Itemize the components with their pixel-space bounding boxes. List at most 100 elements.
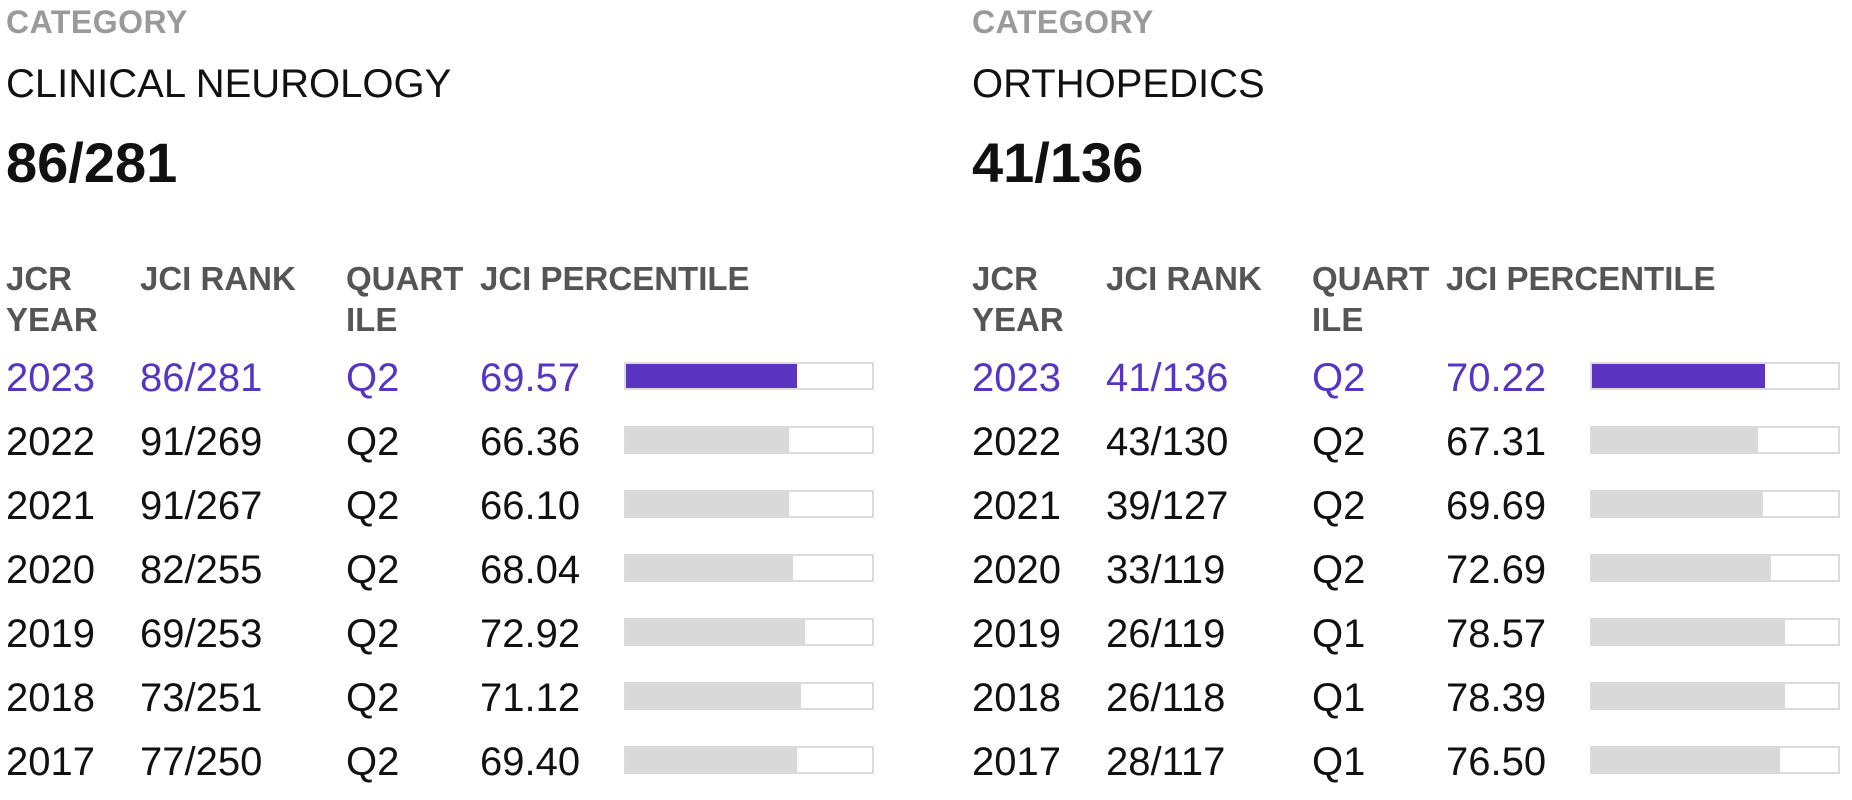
percentile-cell: 66.10: [480, 484, 581, 528]
year-cell: 2017: [6, 740, 95, 784]
table-row: 2020 33/119 Q2 72.69: [972, 544, 1852, 608]
category-rank: 86/281: [6, 131, 178, 194]
percentile-bar: [1590, 682, 1840, 710]
table-row: 2019 26/119 Q1 78.57: [972, 608, 1852, 672]
rank-cell: 86/281: [140, 356, 263, 400]
percentile-bar: [1590, 490, 1840, 518]
percentile-bar-fill: [1592, 364, 1765, 388]
rank-cell: 41/136: [1106, 356, 1229, 400]
rank-cell: 43/130: [1106, 420, 1229, 464]
quartile-cell: Q2: [1312, 420, 1366, 464]
percentile-bar-fill: [1592, 748, 1781, 772]
table-row: 2022 43/130 Q2 67.31: [972, 416, 1852, 480]
rank-table: 2023 41/136 Q2 70.22 2022 43/130 Q2 67.31 2021 39…: [972, 352, 1852, 800]
percentile-bar: [624, 554, 874, 582]
percentile-cell: 67.31: [1446, 420, 1547, 464]
quartile-cell: Q2: [346, 740, 400, 784]
year-cell: 2020: [6, 548, 95, 592]
header-quartile: QUART ILE: [1312, 260, 1430, 338]
rank-cell: 26/119: [1106, 612, 1226, 656]
year-cell: 2017: [972, 740, 1061, 784]
table-row: 2018 26/118 Q1 78.39: [972, 672, 1852, 736]
category-name: ORTHOPEDICS: [972, 62, 1265, 106]
header-jci-percentile: JCI PERCENTILE: [480, 260, 750, 297]
header-jcr-year: JCR YEAR: [6, 260, 98, 338]
quartile-cell: Q2: [346, 676, 400, 720]
percentile-cell: 76.50: [1446, 740, 1547, 784]
header-jci-rank: JCI RANK: [140, 260, 296, 297]
header-jci-percentile: JCI PERCENTILE: [1446, 260, 1716, 297]
quartile-cell: Q2: [1312, 484, 1366, 528]
category-name: CLINICAL NEUROLOGY: [6, 62, 452, 106]
year-cell: 2022: [6, 420, 95, 464]
percentile-bar-fill: [1592, 428, 1758, 452]
year-cell: 2023: [6, 356, 95, 400]
quartile-cell: Q1: [1312, 740, 1366, 784]
year-cell: 2019: [972, 612, 1061, 656]
percentile-bar-fill: [626, 364, 798, 388]
percentile-bar-fill: [1592, 492, 1764, 516]
percentile-bar: [1590, 618, 1840, 646]
percentile-cell: 78.57: [1446, 612, 1547, 656]
header-quartile: QUART ILE: [346, 260, 464, 338]
percentile-bar-fill: [626, 492, 789, 516]
quartile-cell: Q2: [346, 420, 400, 464]
percentile-bar: [624, 746, 874, 774]
percentile-cell: 78.39: [1446, 676, 1547, 720]
rank-cell: 91/269: [140, 420, 263, 464]
quartile-cell: Q2: [346, 484, 400, 528]
quartile-cell: Q1: [1312, 612, 1366, 656]
percentile-bar-fill: [1592, 684, 1785, 708]
percentile-bar: [624, 618, 874, 646]
rank-cell: 91/267: [140, 484, 263, 528]
percentile-bar-fill: [1592, 620, 1786, 644]
table-row: 2023 41/136 Q2 70.22: [972, 352, 1852, 416]
rank-cell: 26/118: [1106, 676, 1226, 720]
percentile-cell: 72.69: [1446, 548, 1547, 592]
percentile-cell: 69.69: [1446, 484, 1547, 528]
percentile-bar-fill: [626, 684, 801, 708]
category-label: CATEGORY: [972, 4, 1154, 40]
percentile-bar-fill: [626, 620, 806, 644]
header-jci-rank: JCI RANK: [1106, 260, 1262, 297]
year-cell: 2022: [972, 420, 1061, 464]
quartile-cell: Q2: [346, 356, 400, 400]
year-cell: 2018: [6, 676, 95, 720]
year-cell: 2023: [972, 356, 1061, 400]
table-row: 2017 77/250 Q2 69.40: [6, 736, 906, 800]
table-row: 2022 91/269 Q2 66.36: [6, 416, 906, 480]
rank-cell: 33/119: [1106, 548, 1226, 592]
year-cell: 2020: [972, 548, 1061, 592]
percentile-cell: 69.40: [480, 740, 581, 784]
table-row: 2017 28/117 Q1 76.50: [972, 736, 1852, 800]
percentile-cell: 72.92: [480, 612, 581, 656]
percentile-bar: [624, 682, 874, 710]
percentile-bar: [624, 490, 874, 518]
percentile-bar-fill: [626, 748, 797, 772]
table-row: 2021 91/267 Q2 66.10: [6, 480, 906, 544]
rank-cell: 73/251: [140, 676, 263, 720]
percentile-bar: [1590, 362, 1840, 390]
percentile-cell: 69.57: [480, 356, 581, 400]
table-row: 2021 39/127 Q2 69.69: [972, 480, 1852, 544]
year-cell: 2021: [972, 484, 1061, 528]
percentile-cell: 70.22: [1446, 356, 1547, 400]
rank-cell: 28/117: [1106, 740, 1226, 784]
percentile-bar: [1590, 426, 1840, 454]
category-label: CATEGORY: [6, 4, 188, 40]
rank-cell: 82/255: [140, 548, 263, 592]
percentile-cell: 71.12: [480, 676, 581, 720]
percentile-bar: [624, 362, 874, 390]
year-cell: 2018: [972, 676, 1061, 720]
table-row: 2020 82/255 Q2 68.04: [6, 544, 906, 608]
percentile-bar-fill: [626, 556, 794, 580]
percentile-bar-fill: [626, 428, 790, 452]
rank-cell: 69/253: [140, 612, 263, 656]
rank-table: 2023 86/281 Q2 69.57 2022 91/269 Q2 66.36 2021 91…: [6, 352, 906, 800]
quartile-cell: Q2: [346, 548, 400, 592]
percentile-bar: [1590, 554, 1840, 582]
quartile-cell: Q2: [346, 612, 400, 656]
rank-cell: 77/250: [140, 740, 263, 784]
quartile-cell: Q2: [1312, 356, 1366, 400]
percentile-bar: [1590, 746, 1840, 774]
